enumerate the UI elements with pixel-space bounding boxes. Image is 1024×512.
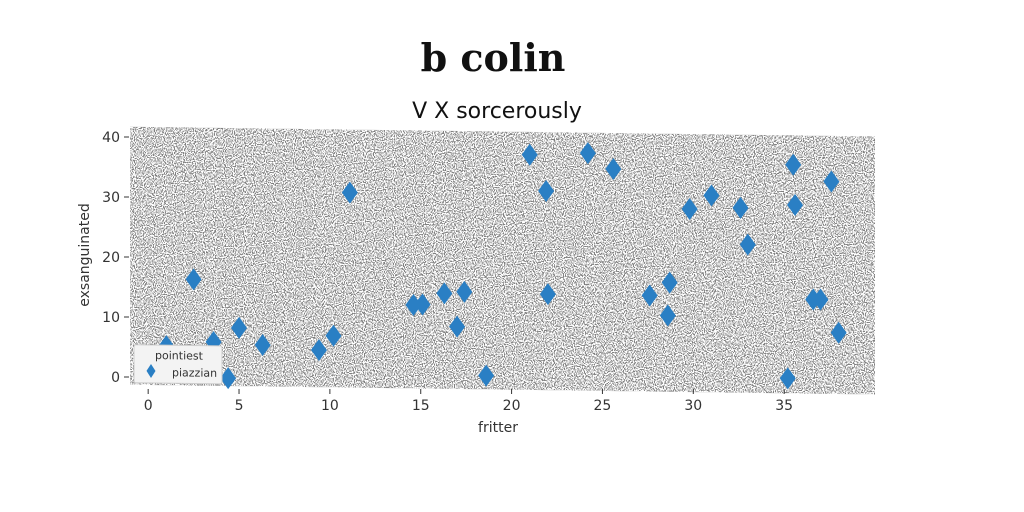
plot-noise bbox=[130, 126, 875, 395]
y-axis-label: exsanguinated bbox=[77, 203, 93, 307]
x-tick-label: 30 bbox=[684, 398, 702, 414]
y-tick-label: 0 bbox=[111, 370, 120, 386]
y-tick-label: 20 bbox=[102, 250, 120, 266]
data-point bbox=[220, 367, 237, 390]
chart-subtitle: V X sorcerously bbox=[412, 99, 582, 124]
data-point bbox=[605, 158, 622, 181]
data-point bbox=[521, 143, 538, 166]
x-tick-label: 0 bbox=[144, 398, 153, 414]
data-point bbox=[539, 283, 556, 306]
y-tick-label: 30 bbox=[102, 190, 120, 206]
legend-box bbox=[133, 344, 223, 385]
data-point bbox=[641, 284, 658, 307]
x-tick-label: 25 bbox=[594, 398, 612, 414]
plot-area: pointiest piazzian bbox=[130, 126, 875, 395]
data-point bbox=[254, 334, 271, 357]
chart-title: b colin bbox=[421, 35, 566, 80]
data-point bbox=[449, 315, 466, 338]
x-axis-label: fritter bbox=[478, 420, 518, 436]
y-tick-label: 40 bbox=[102, 130, 120, 146]
legend: pointiest piazzian bbox=[133, 344, 223, 385]
data-point bbox=[661, 271, 678, 294]
data-point bbox=[478, 364, 495, 387]
data-point bbox=[414, 293, 431, 316]
y-tick-label: 10 bbox=[102, 310, 120, 326]
data-point bbox=[325, 324, 342, 347]
legend-title: pointiest bbox=[155, 349, 204, 363]
x-tick-label: 20 bbox=[503, 398, 521, 414]
data-point bbox=[341, 181, 358, 204]
data-point bbox=[436, 282, 453, 305]
data-point bbox=[231, 316, 248, 339]
data-point bbox=[785, 153, 802, 176]
x-tick-label: 15 bbox=[412, 398, 430, 414]
data-point bbox=[830, 321, 847, 344]
data-point bbox=[659, 304, 676, 327]
y-axis: 0 10 20 30 40 bbox=[102, 130, 129, 386]
data-point bbox=[681, 198, 698, 221]
data-point bbox=[812, 288, 829, 311]
x-tick-label: 10 bbox=[321, 398, 339, 414]
x-tick-label: 35 bbox=[775, 398, 793, 414]
data-point bbox=[732, 196, 749, 219]
data-point bbox=[703, 184, 720, 207]
legend-marker bbox=[146, 363, 156, 378]
x-axis: 0 5 10 15 20 25 30 35 bbox=[144, 389, 793, 414]
x-tick-label: 5 bbox=[235, 398, 244, 414]
data-point bbox=[787, 194, 804, 217]
data-point bbox=[310, 338, 327, 361]
data-point bbox=[579, 142, 596, 165]
data-point bbox=[739, 233, 756, 256]
legend-label-piazzian: piazzian bbox=[172, 366, 217, 380]
data-point bbox=[779, 367, 796, 390]
data-point bbox=[456, 280, 473, 303]
data-point bbox=[823, 170, 840, 193]
data-point bbox=[405, 294, 422, 317]
data-point bbox=[538, 179, 555, 202]
data-point bbox=[185, 268, 202, 291]
